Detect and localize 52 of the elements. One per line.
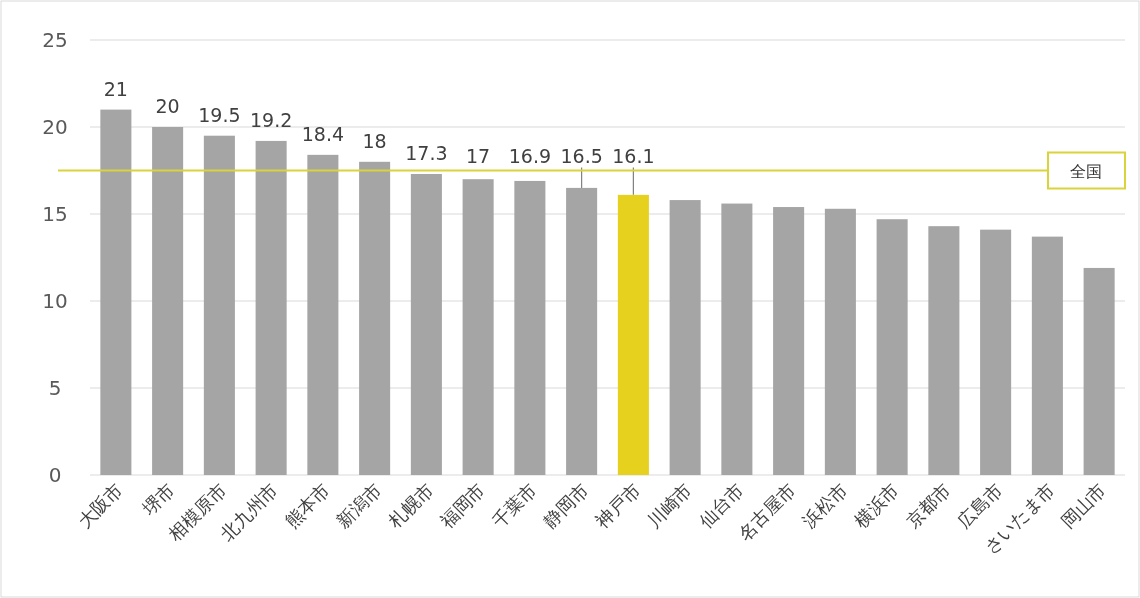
data-label: 19.5 xyxy=(198,103,241,126)
x-tick-label: 新潟市 xyxy=(332,478,386,533)
x-tick-label: 静岡市 xyxy=(539,478,593,533)
x-tick-label: 岡山市 xyxy=(1056,478,1110,533)
bar xyxy=(928,226,960,475)
data-label: 16.1 xyxy=(612,144,655,167)
data-label: 17 xyxy=(466,144,491,167)
data-label: 16.9 xyxy=(508,144,552,167)
data-label: 18.4 xyxy=(301,122,345,145)
data-label: 16.5 xyxy=(560,144,603,167)
bar xyxy=(1083,267,1115,475)
y-tick-label: 10 xyxy=(42,289,68,313)
y-tick-label: 15 xyxy=(42,202,68,226)
bar xyxy=(152,127,184,475)
data-label: 18 xyxy=(362,129,387,152)
bar xyxy=(1031,236,1063,475)
bar xyxy=(203,135,235,475)
x-tick-label: 熊本市 xyxy=(280,478,334,533)
y-tick-label: 20 xyxy=(42,115,68,139)
bar xyxy=(462,179,494,475)
y-tick-label: 0 xyxy=(48,463,62,487)
y-tick-label: 25 xyxy=(42,28,68,52)
x-tick-label: 堺市 xyxy=(137,478,179,520)
x-tick-label: 福岡市 xyxy=(435,478,489,533)
bar xyxy=(773,207,805,475)
bar xyxy=(359,161,391,475)
x-tick-label: 浜松市 xyxy=(798,478,852,533)
bar xyxy=(255,140,287,475)
bar xyxy=(980,229,1012,475)
bar xyxy=(824,208,856,475)
x-tick-label: 神戸市 xyxy=(591,478,645,533)
bar xyxy=(876,219,908,475)
data-label: 17.3 xyxy=(405,141,448,164)
x-tick-label: 札幌市 xyxy=(384,478,438,533)
bar xyxy=(669,200,701,475)
bar xyxy=(410,173,442,475)
x-tick-label: 京都市 xyxy=(901,478,955,533)
ref-line-label: 全国 xyxy=(1070,161,1102,181)
data-label: 19.2 xyxy=(249,108,293,131)
data-label: 20 xyxy=(155,95,180,117)
x-tick-label: 横浜市 xyxy=(849,478,903,533)
bar xyxy=(307,154,339,475)
bar xyxy=(100,109,132,475)
x-tick-label: 川崎市 xyxy=(642,478,696,533)
bar xyxy=(617,194,649,475)
x-tick-label: 千葉市 xyxy=(487,478,541,533)
bar xyxy=(566,187,598,475)
y-tick-label: 5 xyxy=(48,376,62,400)
x-tick-label: 大阪市 xyxy=(73,478,127,533)
bar xyxy=(721,203,753,475)
bar xyxy=(514,180,546,475)
data-label: 21 xyxy=(103,77,128,100)
